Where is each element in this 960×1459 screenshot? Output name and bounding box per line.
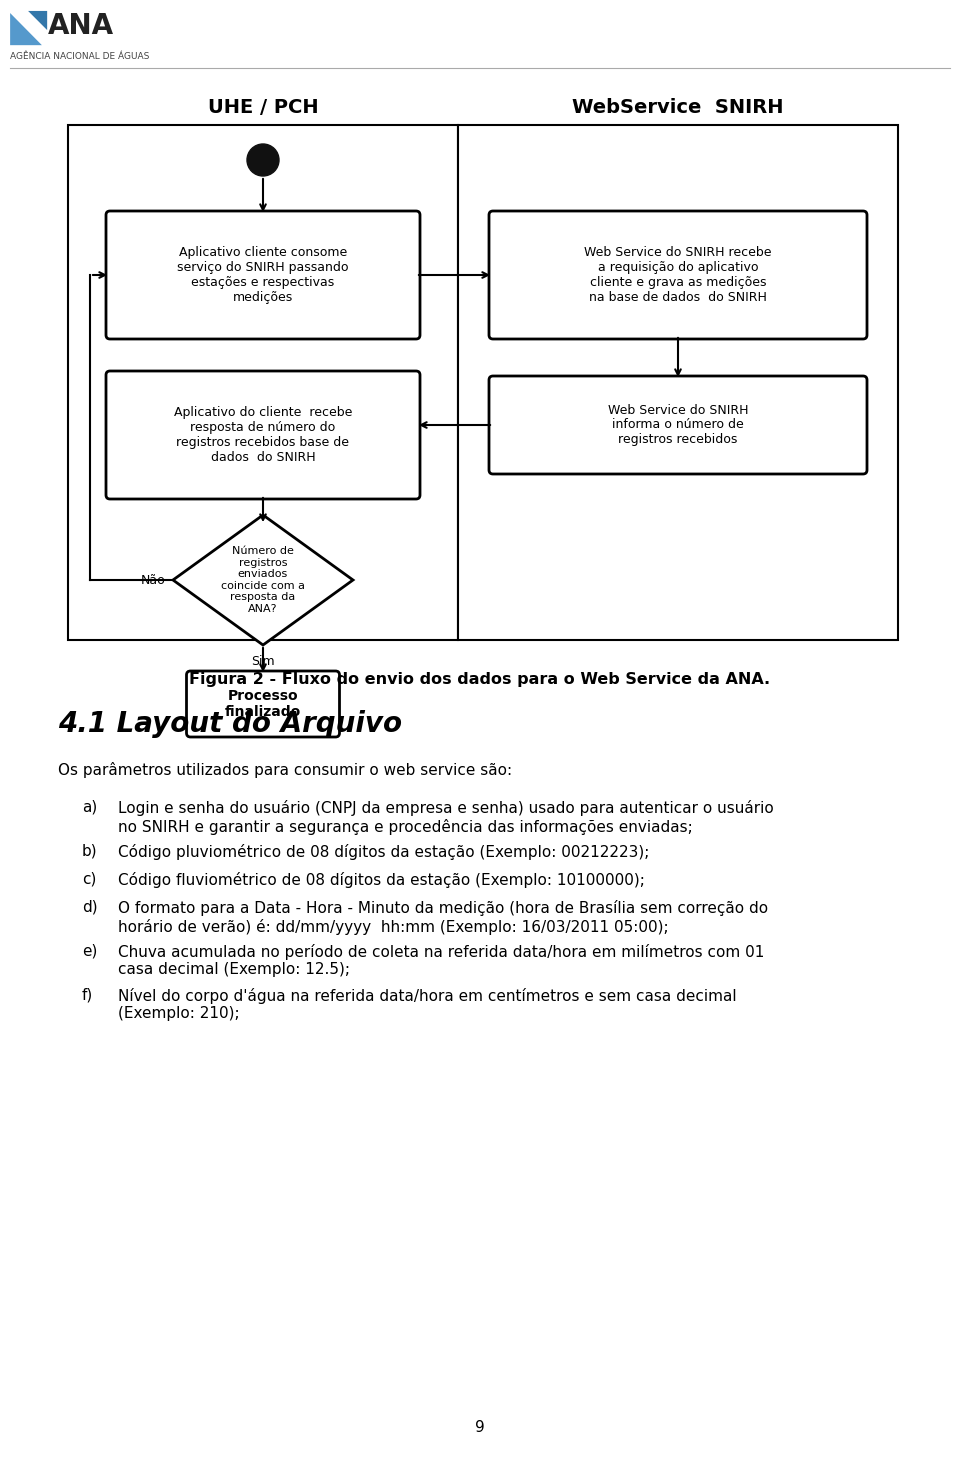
- Text: e): e): [82, 944, 97, 959]
- Text: WebService  SNIRH: WebService SNIRH: [572, 98, 783, 117]
- Text: Chuva acumulada no período de coleta na referida data/hora em milímetros com 01
: Chuva acumulada no período de coleta na …: [118, 944, 764, 978]
- Text: a): a): [82, 800, 97, 816]
- Text: 4.1 Layout do Arquivo: 4.1 Layout do Arquivo: [58, 711, 402, 738]
- Polygon shape: [173, 515, 353, 645]
- Text: Web Service do SNIRH recebe
a requisição do aplicativo
cliente e grava as mediçõ: Web Service do SNIRH recebe a requisição…: [585, 247, 772, 303]
- Text: ◥: ◥: [28, 7, 47, 32]
- FancyBboxPatch shape: [489, 376, 867, 474]
- Text: ◣: ◣: [10, 7, 42, 50]
- Text: Código pluviométrico de 08 dígitos da estação (Exemplo: 00212223);: Código pluviométrico de 08 dígitos da es…: [118, 843, 649, 859]
- FancyBboxPatch shape: [186, 671, 340, 737]
- Text: c): c): [82, 872, 96, 887]
- Text: Sim: Sim: [252, 655, 275, 668]
- Text: Processo
finalizado: Processo finalizado: [225, 689, 301, 719]
- Bar: [458, 125, 898, 641]
- Text: Código fluviométrico de 08 dígitos da estação (Exemplo: 10100000);: Código fluviométrico de 08 dígitos da es…: [118, 872, 645, 889]
- Bar: [68, 125, 458, 641]
- Text: Os parâmetros utilizados para consumir o web service são:: Os parâmetros utilizados para consumir o…: [58, 762, 512, 778]
- Text: d): d): [82, 900, 98, 915]
- Text: Aplicativo do cliente  recebe
resposta de número do
registros recebidos base de
: Aplicativo do cliente recebe resposta de…: [174, 406, 352, 464]
- FancyBboxPatch shape: [106, 212, 420, 338]
- Text: UHE / PCH: UHE / PCH: [207, 98, 319, 117]
- FancyBboxPatch shape: [489, 212, 867, 338]
- Text: AGÊNCIA NACIONAL DE ÁGUAS: AGÊNCIA NACIONAL DE ÁGUAS: [10, 53, 150, 61]
- FancyBboxPatch shape: [106, 371, 420, 499]
- Circle shape: [247, 144, 279, 177]
- Text: Figura 2 - Fluxo do envio dos dados para o Web Service da ANA.: Figura 2 - Fluxo do envio dos dados para…: [189, 673, 771, 687]
- Text: Número de
registros
enviados
coincide com a
resposta da
ANA?: Número de registros enviados coincide co…: [221, 546, 305, 614]
- Text: Web Service do SNIRH
informa o número de
registros recebidos: Web Service do SNIRH informa o número de…: [608, 404, 748, 446]
- Text: O formato para a Data - Hora - Minuto da medição (hora de Brasília sem correção : O formato para a Data - Hora - Minuto da…: [118, 900, 768, 935]
- Text: f): f): [82, 988, 93, 1002]
- Text: Aplicativo cliente consome
serviço do SNIRH passando
estações e respectivas
medi: Aplicativo cliente consome serviço do SN…: [178, 247, 348, 303]
- Text: b): b): [82, 843, 98, 859]
- Text: ANA: ANA: [48, 12, 114, 39]
- Text: 9: 9: [475, 1420, 485, 1436]
- Text: Não: Não: [140, 573, 165, 587]
- Text: Nível do corpo d'água na referida data/hora em centímetros e sem casa decimal
(E: Nível do corpo d'água na referida data/h…: [118, 988, 736, 1021]
- Text: Login e senha do usuário (CNPJ da empresa e senha) usado para autenticar o usuár: Login e senha do usuário (CNPJ da empres…: [118, 800, 774, 835]
